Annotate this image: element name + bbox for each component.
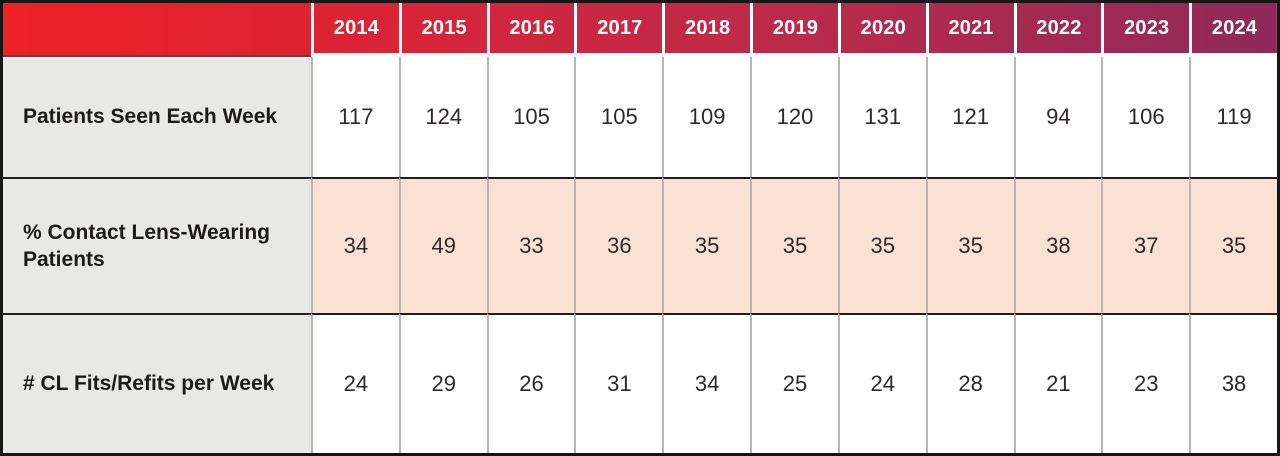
- data-cell: 121: [925, 57, 1014, 177]
- year-header-cell: 2018: [662, 3, 751, 57]
- year-header-cell: 2023: [1101, 3, 1190, 57]
- data-cell: 37: [1101, 176, 1190, 313]
- data-cell: 34: [662, 312, 751, 453]
- year-header-cell: 2017: [574, 3, 663, 57]
- data-cell: 131: [837, 57, 926, 177]
- data-cell: 33: [486, 176, 575, 313]
- year-header-row-group: 2014 2015 2016 2017 2018 2019 2020 2021 …: [3, 3, 1277, 57]
- data-cell: 29: [398, 312, 487, 453]
- data-cell: 119: [1189, 57, 1277, 177]
- data-cell: 106: [1101, 57, 1190, 177]
- data-cell: 24: [311, 312, 399, 453]
- data-cell: 24: [837, 312, 926, 453]
- data-cell: 23: [1101, 312, 1190, 453]
- data-cell: 35: [925, 176, 1014, 313]
- table-row-cl-fits-refits: # CL Fits/Refits per Week 24 29 26 31 34…: [3, 312, 1277, 453]
- year-header-cell: 2020: [837, 3, 926, 57]
- data-cell: 35: [750, 176, 838, 313]
- data-cell: 35: [837, 176, 926, 313]
- data-cell: 21: [1013, 312, 1102, 453]
- row-label: # CL Fits/Refits per Week: [3, 312, 311, 453]
- data-cell: 31: [574, 312, 663, 453]
- data-cell: 34: [311, 176, 399, 313]
- row-label: Patients Seen Each Week: [3, 57, 311, 177]
- data-cell: 94: [1013, 57, 1102, 177]
- row-label: % Contact Lens-Wearing Patients: [3, 176, 311, 313]
- data-cell: 109: [662, 57, 751, 177]
- table-row-percent-cl-wearing: % Contact Lens-Wearing Patients 34 49 33…: [3, 176, 1277, 313]
- data-cell: 38: [1013, 176, 1102, 313]
- table-row-patients-seen: Patients Seen Each Week 117 124 105 105 …: [3, 57, 1277, 177]
- data-cell: 35: [1189, 176, 1277, 313]
- year-header-cell: 2014: [311, 3, 399, 57]
- data-cell: 38: [1189, 312, 1277, 453]
- data-cell: 120: [750, 57, 838, 177]
- data-cell: 26: [486, 312, 575, 453]
- data-cell: 36: [574, 176, 663, 313]
- data-cell: 105: [574, 57, 663, 177]
- data-cell: 124: [398, 57, 487, 177]
- year-header-cell: 2021: [925, 3, 1014, 57]
- year-header-cell: 2015: [398, 3, 487, 57]
- header-corner-cell: [3, 3, 311, 57]
- data-cell: 117: [311, 57, 399, 177]
- data-cell: 35: [662, 176, 751, 313]
- data-cell: 25: [750, 312, 838, 453]
- year-header-cell: 2022: [1013, 3, 1102, 57]
- data-cell: 105: [486, 57, 575, 177]
- year-header-cell: 2019: [750, 3, 838, 57]
- metrics-body: Patients Seen Each Week 117 124 105 105 …: [3, 57, 1277, 453]
- year-header-cell: 2024: [1189, 3, 1277, 57]
- data-cell: 28: [925, 312, 1014, 453]
- year-header-row: 2014 2015 2016 2017 2018 2019 2020 2021 …: [3, 3, 1277, 57]
- data-cell: 49: [398, 176, 487, 313]
- year-header-cell: 2016: [486, 3, 575, 57]
